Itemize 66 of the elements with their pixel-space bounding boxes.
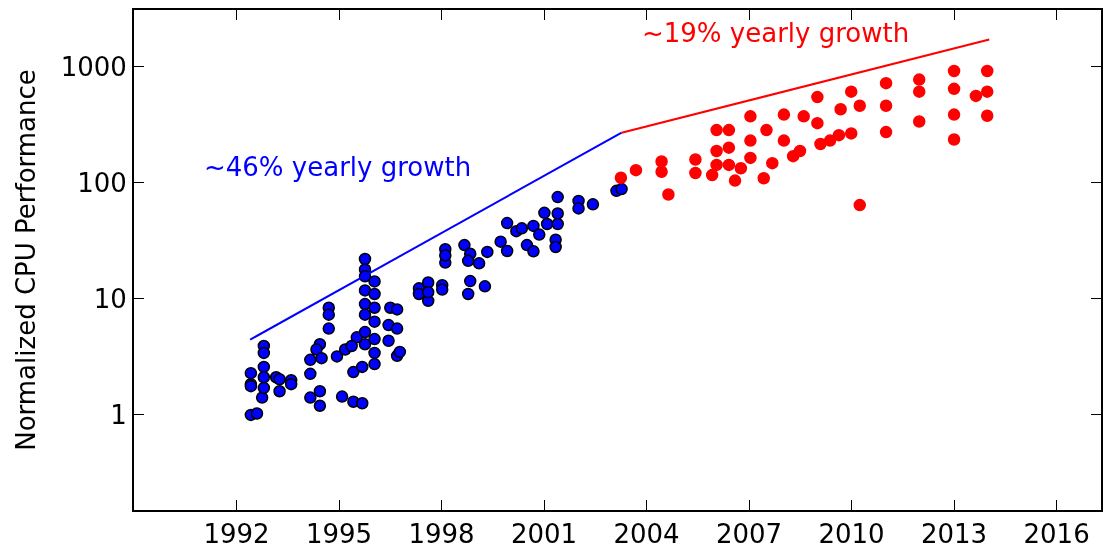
y-tick-label: 1000 bbox=[60, 51, 127, 82]
point bbox=[912, 85, 926, 98]
point bbox=[980, 85, 994, 98]
point bbox=[980, 64, 994, 78]
point bbox=[760, 123, 773, 137]
point bbox=[722, 141, 736, 154]
point bbox=[969, 89, 983, 103]
point bbox=[814, 137, 827, 151]
point bbox=[744, 134, 757, 147]
point bbox=[710, 144, 723, 158]
point bbox=[834, 103, 847, 116]
point bbox=[879, 76, 893, 90]
point bbox=[629, 163, 643, 177]
point bbox=[744, 110, 757, 123]
point bbox=[811, 90, 824, 104]
x-tick-label: 1992 bbox=[203, 519, 270, 550]
point bbox=[766, 156, 779, 170]
point bbox=[832, 128, 846, 142]
point bbox=[879, 99, 893, 112]
point bbox=[797, 110, 810, 123]
y-tick-label: 1 bbox=[110, 400, 127, 431]
point bbox=[912, 115, 926, 128]
y-tick-label: 100 bbox=[77, 167, 127, 198]
point bbox=[705, 168, 719, 182]
point bbox=[844, 127, 858, 140]
point bbox=[823, 134, 837, 147]
point bbox=[734, 161, 748, 175]
point bbox=[853, 198, 867, 212]
y-axis-title: Normalized CPU Performance bbox=[10, 69, 41, 451]
point bbox=[722, 158, 736, 172]
point bbox=[947, 64, 961, 78]
x-tick-label: 1995 bbox=[305, 519, 373, 550]
point bbox=[757, 172, 770, 185]
x-tick-label: 2016 bbox=[1023, 519, 1090, 550]
point bbox=[912, 73, 926, 86]
point bbox=[710, 158, 723, 172]
x-tick-label: 1998 bbox=[408, 519, 475, 550]
point bbox=[811, 116, 824, 130]
point bbox=[793, 144, 807, 158]
point bbox=[980, 109, 994, 123]
point bbox=[655, 165, 668, 178]
x-tick-label: 2001 bbox=[510, 519, 578, 550]
point bbox=[722, 123, 736, 137]
x-tick-label: 2004 bbox=[613, 519, 680, 550]
point bbox=[710, 123, 723, 137]
point bbox=[614, 171, 628, 185]
y-tick-label: 10 bbox=[93, 283, 127, 314]
point bbox=[777, 134, 791, 147]
annotation: ~46% yearly growth bbox=[204, 152, 472, 182]
point bbox=[947, 82, 961, 96]
point bbox=[777, 108, 791, 121]
point bbox=[655, 155, 668, 168]
x-tick-label: 2007 bbox=[715, 519, 783, 550]
point bbox=[947, 133, 961, 146]
x-tick-label: 2010 bbox=[818, 519, 885, 550]
point bbox=[744, 151, 757, 165]
point bbox=[689, 166, 702, 180]
point bbox=[662, 188, 675, 201]
point bbox=[879, 125, 893, 139]
point bbox=[844, 85, 858, 98]
point bbox=[728, 174, 742, 187]
point bbox=[947, 108, 961, 121]
point bbox=[689, 153, 702, 166]
annotation: ~19% yearly growth bbox=[642, 18, 910, 48]
point bbox=[853, 99, 867, 112]
x-tick-label: 2013 bbox=[920, 519, 988, 550]
